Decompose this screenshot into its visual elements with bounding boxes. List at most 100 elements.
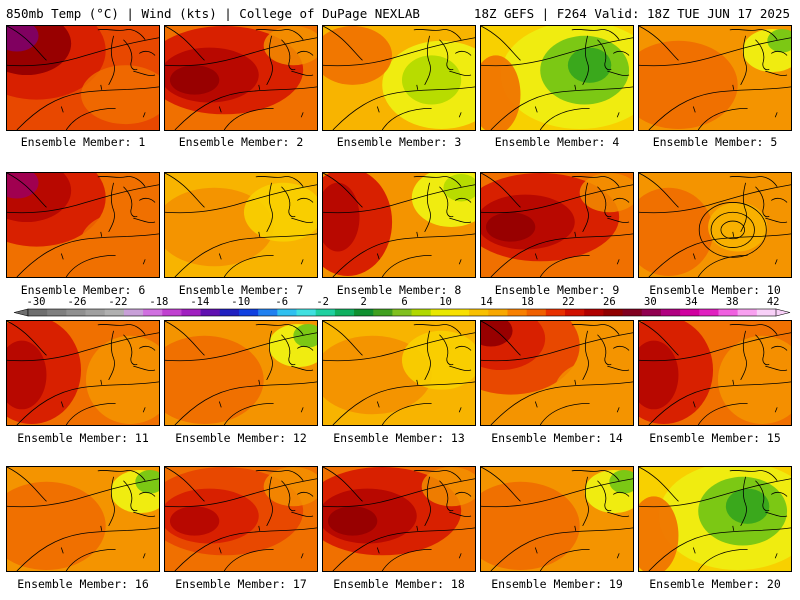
map-title: 850mb Temp (°C) | Wind (kts) | College o…: [6, 6, 420, 21]
colorbar-swatch: [296, 309, 317, 316]
colorbar-swatch: [622, 309, 643, 316]
ensemble-member-map: [480, 466, 634, 572]
colorbar-swatch: [680, 309, 700, 316]
colorbar-tick-label: 42: [767, 296, 780, 308]
colorbar-swatch: [238, 309, 259, 316]
colorbar-swatch: [488, 309, 508, 316]
ensemble-member-map: [322, 466, 476, 572]
ensemble-member-label: Ensemble Member: 1: [20, 135, 146, 149]
colorbar-tick-label: -18: [149, 296, 168, 308]
ensemble-member-label: Ensemble Member: 17: [175, 577, 307, 591]
colorbar-swatch: [258, 309, 278, 316]
colorbar-swatch: [507, 309, 528, 316]
colorbar-swatch: [430, 309, 451, 316]
colorbar-swatch: [66, 309, 87, 316]
colorbar-swatch: [373, 309, 393, 316]
colorbar-tick-label: 10: [439, 296, 452, 308]
colorbar-swatch: [181, 309, 202, 316]
colorbar-right-arrow: [775, 308, 791, 317]
ensemble-member-map: [164, 466, 318, 572]
colorbar-tick-label: -2: [316, 296, 329, 308]
ensemble-member-map: [638, 25, 792, 131]
colorbar-tick-label: 2: [360, 296, 366, 308]
colorbar-swatch: [526, 309, 547, 316]
colorbar-left-arrow: [13, 308, 29, 317]
colorbar-swatch: [699, 309, 719, 316]
colorbar-swatch: [565, 309, 585, 316]
colorbar-tick-label: -22: [108, 296, 127, 308]
ensemble-member-label: Ensemble Member: 8: [336, 283, 462, 297]
colorbar-swatch: [47, 309, 67, 316]
ensemble-member-map: [6, 466, 160, 572]
ensemble-member-map: [164, 25, 318, 131]
colorbar-tick-label: 22: [562, 296, 575, 308]
ensemble-member-label: Ensemble Member: 10: [649, 283, 781, 297]
colorbar-swatch: [85, 309, 106, 316]
colorbar-swatch: [334, 309, 355, 316]
ensemble-member-map: [164, 172, 318, 278]
colorbar-swatch: [660, 309, 681, 316]
temperature-colorbar: -30 -26 -22 -18 -14 -10 -6 -2 2 6 10 14 18 22 26 30 34 38…: [13, 296, 791, 317]
ensemble-member-label: Ensemble Member: 13: [333, 431, 465, 445]
colorbar-swatch: [718, 309, 739, 316]
ensemble-member-map: [638, 466, 792, 572]
ensemble-member-map: [164, 320, 318, 426]
ensemble-member-map: [480, 25, 634, 131]
colorbar-tick-label: -6: [275, 296, 288, 308]
colorbar-swatch: [411, 309, 432, 316]
colorbar-swatch: [315, 309, 336, 316]
ensemble-member-map: [6, 320, 160, 426]
colorbar-swatch: [449, 309, 470, 316]
ensemble-member-map: [480, 320, 634, 426]
ensemble-member-map: [322, 320, 476, 426]
ensemble-member-label: Ensemble Member: 7: [178, 283, 304, 297]
ensemble-member-label: Ensemble Member: 5: [652, 135, 778, 149]
colorbar-swatch: [641, 309, 662, 316]
ensemble-member-label: Ensemble Member: 14: [491, 431, 623, 445]
ensemble-member-map: [322, 172, 476, 278]
colorbar-tick-label: -26: [67, 296, 86, 308]
ensemble-member-map: [322, 25, 476, 131]
ensemble-member-label: Ensemble Member: 19: [491, 577, 623, 591]
colorbar-swatch: [469, 309, 489, 316]
colorbar-swatch: [756, 309, 777, 316]
ensemble-member-label: Ensemble Member: 18: [333, 577, 465, 591]
colorbar-tick-label: -30: [27, 296, 46, 308]
colorbar-swatch: [219, 309, 240, 316]
ensemble-member-map: [6, 25, 160, 131]
run-valid-time: 18Z GEFS | F264 Valid: 18Z TUE JUN 17 20…: [473, 6, 790, 21]
colorbar-swatch: [277, 309, 298, 316]
colorbar-swatch: [104, 309, 125, 316]
ensemble-member-label: Ensemble Member: 12: [175, 431, 307, 445]
ensemble-member-map: [638, 172, 792, 278]
colorbar-swatch: [354, 309, 374, 316]
colorbar-swatch: [200, 309, 221, 316]
colorbar-swatch: [392, 309, 413, 316]
colorbar-tick-label: 6: [401, 296, 407, 308]
ensemble-member-label: Ensemble Member: 11: [17, 431, 149, 445]
colorbar-tick-label: 30: [644, 296, 657, 308]
ensemble-member-map: [638, 320, 792, 426]
colorbar-swatch: [143, 309, 163, 316]
ensemble-member-label: Ensemble Member: 15: [649, 431, 781, 445]
colorbar-swatch: [603, 309, 624, 316]
ensemble-member-label: Ensemble Member: 3: [336, 135, 462, 149]
ensemble-member-map: [480, 172, 634, 278]
colorbar-tick-label: 38: [726, 296, 739, 308]
ensemble-member-map: [6, 172, 160, 278]
ensemble-member-label: Ensemble Member: 20: [649, 577, 781, 591]
colorbar-swatch: [737, 309, 758, 316]
ensemble-member-label: Ensemble Member: 2: [178, 135, 304, 149]
ensemble-member-label: Ensemble Member: 16: [17, 577, 149, 591]
colorbar-swatch: [162, 309, 182, 316]
colorbar-tick-label: -14: [190, 296, 209, 308]
colorbar-swatch: [123, 309, 144, 316]
colorbar-tick-label: 34: [685, 296, 698, 308]
colorbar-swatch: [545, 309, 566, 316]
colorbar-tick-label: 18: [521, 296, 534, 308]
ensemble-member-label: Ensemble Member: 6: [20, 283, 146, 297]
colorbar-tick-label: 26: [603, 296, 616, 308]
ensemble-member-label: Ensemble Member: 4: [494, 135, 620, 149]
ensemble-member-label: Ensemble Member: 9: [494, 283, 620, 297]
colorbar-tick-label: -10: [231, 296, 250, 308]
